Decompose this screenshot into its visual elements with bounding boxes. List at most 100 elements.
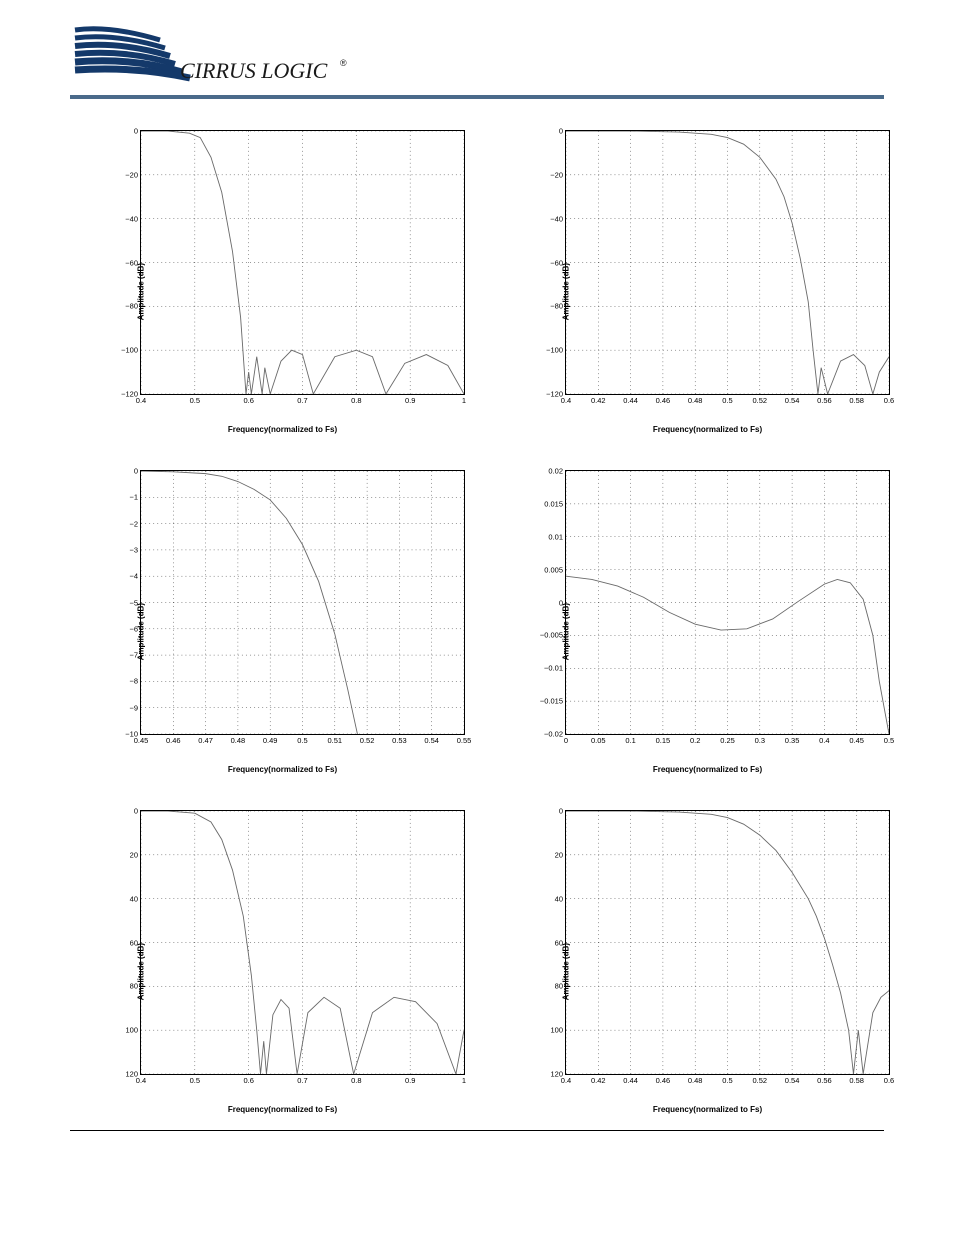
xtick-label: 0.58 bbox=[849, 394, 864, 405]
plot-area: −0.02−0.015−0.01−0.00500.0050.010.0150.0… bbox=[565, 470, 890, 735]
x-axis-label: Frequency(normalized to Fs) bbox=[228, 1105, 337, 1114]
x-axis-label: Frequency(normalized to Fs) bbox=[653, 425, 762, 434]
xtick-label: 0.46 bbox=[656, 394, 671, 405]
x-axis-label: Frequency(normalized to Fs) bbox=[653, 765, 762, 774]
xtick-label: 0.4 bbox=[819, 734, 829, 745]
ytick-label: 20 bbox=[130, 850, 141, 859]
xtick-label: 0.4 bbox=[136, 394, 146, 405]
ytick-label: −8 bbox=[129, 677, 141, 686]
xtick-label: 0.4 bbox=[136, 1074, 146, 1085]
xtick-label: 0.45 bbox=[849, 734, 864, 745]
xtick-label: 0.48 bbox=[688, 1074, 703, 1085]
xtick-label: 0.52 bbox=[360, 734, 375, 745]
ytick-label: −100 bbox=[121, 346, 141, 355]
xtick-label: 0.5 bbox=[297, 734, 307, 745]
xtick-label: 0.6 bbox=[884, 394, 894, 405]
y-axis-label: Amplitude (dB) bbox=[137, 603, 146, 660]
footer-divider bbox=[70, 1130, 884, 1131]
xtick-label: 0.7 bbox=[297, 394, 307, 405]
xtick-label: 0.46 bbox=[656, 1074, 671, 1085]
plot-area: −10−9−8−7−6−5−4−3−2−100.450.460.470.480.… bbox=[140, 470, 465, 735]
logo-stripes-icon bbox=[75, 29, 190, 78]
y-axis-label: Amplitude (dB) bbox=[137, 943, 146, 1000]
xtick-label: 1 bbox=[462, 394, 466, 405]
xtick-label: 0.35 bbox=[785, 734, 800, 745]
ytick-label: 0.015 bbox=[544, 499, 566, 508]
xtick-label: 0.6 bbox=[243, 394, 253, 405]
ytick-label: 100 bbox=[125, 1026, 141, 1035]
xtick-label: 0.54 bbox=[785, 1074, 800, 1085]
ytick-label: −40 bbox=[125, 214, 141, 223]
chart-c4: −0.02−0.015−0.01−0.00500.0050.010.0150.0… bbox=[520, 460, 895, 760]
x-axis-label: Frequency(normalized to Fs) bbox=[228, 765, 337, 774]
logo-text: CIRRUS LOGIC bbox=[180, 58, 328, 83]
ytick-label: 0.02 bbox=[548, 467, 566, 476]
xtick-label: 0.4 bbox=[561, 1074, 571, 1085]
xtick-label: 0.51 bbox=[327, 734, 342, 745]
xtick-label: 0.45 bbox=[134, 734, 149, 745]
ytick-label: −9 bbox=[129, 703, 141, 712]
ytick-label: −40 bbox=[550, 214, 566, 223]
ytick-label: 0.005 bbox=[544, 565, 566, 574]
company-logo: CIRRUS LOGIC ® bbox=[70, 20, 350, 90]
plot-area: −120−100−80−60−40−2000.40.50.60.70.80.91… bbox=[140, 130, 465, 395]
xtick-label: 0.58 bbox=[849, 1074, 864, 1085]
xtick-label: 0.4 bbox=[561, 394, 571, 405]
xtick-label: 0.56 bbox=[817, 394, 832, 405]
chart-c2: −120−100−80−60−40−2000.40.420.440.460.48… bbox=[520, 120, 895, 420]
y-axis-label: Amplitude (dB) bbox=[562, 263, 571, 320]
xtick-label: 0.5 bbox=[190, 394, 200, 405]
xtick-label: 0.9 bbox=[405, 394, 415, 405]
chart-c6: 0204060801001200.40.420.440.460.480.50.5… bbox=[520, 800, 895, 1100]
ytick-label: 0 bbox=[134, 467, 141, 476]
xtick-label: 0 bbox=[564, 734, 568, 745]
xtick-label: 0.6 bbox=[243, 1074, 253, 1085]
xtick-label: 0.8 bbox=[351, 394, 361, 405]
chart-c5: 0204060801001200.40.50.60.70.80.91Amplit… bbox=[95, 800, 470, 1100]
ytick-label: 0 bbox=[134, 807, 141, 816]
ytick-label: −0.02 bbox=[544, 730, 566, 739]
xtick-label: 0.3 bbox=[755, 734, 765, 745]
x-axis-label: Frequency(normalized to Fs) bbox=[653, 1105, 762, 1114]
chart-c3: −10−9−8−7−6−5−4−3−2−100.450.460.470.480.… bbox=[95, 460, 470, 760]
chart-c1: −120−100−80−60−40−2000.40.50.60.70.80.91… bbox=[95, 120, 470, 420]
xtick-label: 0.44 bbox=[623, 394, 638, 405]
xtick-label: 0.55 bbox=[457, 734, 472, 745]
ytick-label: −1 bbox=[129, 493, 141, 502]
xtick-label: 0.53 bbox=[392, 734, 407, 745]
xtick-label: 0.44 bbox=[623, 1074, 638, 1085]
xtick-label: 0.8 bbox=[351, 1074, 361, 1085]
header-divider bbox=[70, 95, 884, 99]
ytick-label: 0 bbox=[559, 807, 566, 816]
xtick-label: 0.1 bbox=[625, 734, 635, 745]
plot-area: 0204060801001200.40.420.440.460.480.50.5… bbox=[565, 810, 890, 1075]
xtick-label: 0.25 bbox=[720, 734, 735, 745]
xtick-label: 0.54 bbox=[785, 394, 800, 405]
ytick-label: 0.01 bbox=[548, 532, 566, 541]
xtick-label: 0.6 bbox=[884, 1074, 894, 1085]
ytick-label: −3 bbox=[129, 545, 141, 554]
xtick-label: 0.9 bbox=[405, 1074, 415, 1085]
plot-area: −120−100−80−60−40−2000.40.420.440.460.48… bbox=[565, 130, 890, 395]
ytick-label: 0 bbox=[134, 127, 141, 136]
xtick-label: 0.42 bbox=[591, 394, 606, 405]
xtick-label: 0.15 bbox=[656, 734, 671, 745]
xtick-label: 0.42 bbox=[591, 1074, 606, 1085]
ytick-label: −20 bbox=[550, 170, 566, 179]
xtick-label: 0.52 bbox=[752, 1074, 767, 1085]
xtick-label: 0.48 bbox=[231, 734, 246, 745]
ytick-label: 20 bbox=[555, 850, 566, 859]
xtick-label: 0.5 bbox=[722, 394, 732, 405]
data-series bbox=[566, 576, 889, 734]
xtick-label: 0.7 bbox=[297, 1074, 307, 1085]
ytick-label: 100 bbox=[550, 1026, 566, 1035]
ytick-label: 0 bbox=[559, 127, 566, 136]
xtick-label: 0.5 bbox=[884, 734, 894, 745]
y-axis-label: Amplitude (dB) bbox=[562, 603, 571, 660]
xtick-label: 0.5 bbox=[722, 1074, 732, 1085]
xtick-label: 0.49 bbox=[263, 734, 278, 745]
ytick-label: −100 bbox=[546, 346, 566, 355]
ytick-label: −4 bbox=[129, 572, 141, 581]
xtick-label: 0.47 bbox=[198, 734, 213, 745]
ytick-label: 40 bbox=[555, 894, 566, 903]
